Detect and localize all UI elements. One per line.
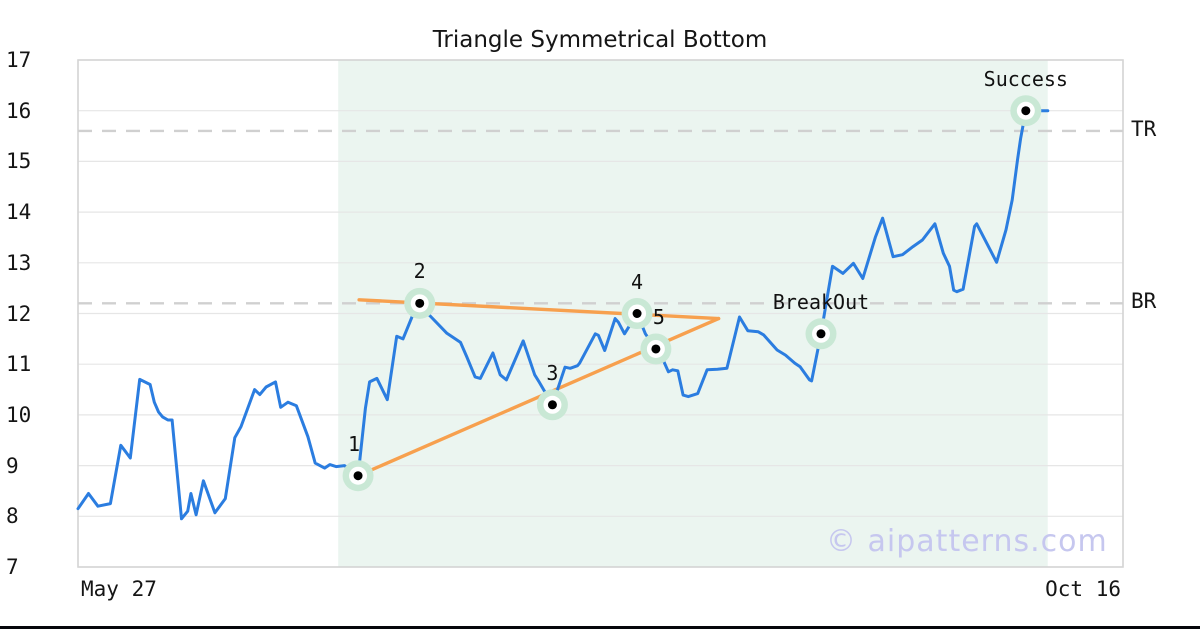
marker-dot-4 <box>632 309 642 318</box>
y-tick-label-13: 13 <box>6 250 32 275</box>
plot-border <box>77 59 1124 568</box>
marker-dot-3 <box>547 400 557 410</box>
y-tick-label-15: 15 <box>6 149 32 174</box>
y-tick-label-11: 11 <box>6 352 32 377</box>
x-tick-label-end: Oct 16 <box>1045 577 1121 601</box>
y-tick-label-8: 8 <box>6 504 19 529</box>
y-tick-label-14: 14 <box>6 200 32 225</box>
bottom-accent-bar <box>0 626 1200 629</box>
y-tick-label-9: 9 <box>6 453 19 478</box>
y-tick-label-10: 10 <box>6 402 32 427</box>
chart-title: Triangle Symmetrical Bottom <box>432 27 768 53</box>
marker-label-4: 4 <box>631 269 644 294</box>
level-label-tr: TR <box>1131 116 1157 141</box>
marker-dot-success <box>1021 106 1031 116</box>
marker-dot-breakout <box>816 329 826 339</box>
marker-label-success: Success <box>983 66 1068 91</box>
y-tick-label-7: 7 <box>6 555 19 579</box>
marker-label-1: 1 <box>348 431 361 456</box>
watermark: © aipatterns.com <box>826 524 1108 559</box>
marker-label-5: 5 <box>652 304 665 329</box>
marker-label-breakout: BreakOut <box>772 289 870 314</box>
marker-dot-1 <box>353 471 363 481</box>
y-tick-label-16: 16 <box>6 98 32 123</box>
marker-dot-2 <box>415 298 425 308</box>
marker-label-2: 2 <box>413 259 426 284</box>
level-label-br: BR <box>1131 289 1157 314</box>
y-tick-label-12: 12 <box>6 301 32 326</box>
x-tick-label-start: May 27 <box>81 577 157 601</box>
price-line <box>76 109 1050 521</box>
y-tick-label-17: 17 <box>6 48 32 72</box>
marker-dot-5 <box>651 344 661 354</box>
marker-label-3: 3 <box>546 360 559 385</box>
